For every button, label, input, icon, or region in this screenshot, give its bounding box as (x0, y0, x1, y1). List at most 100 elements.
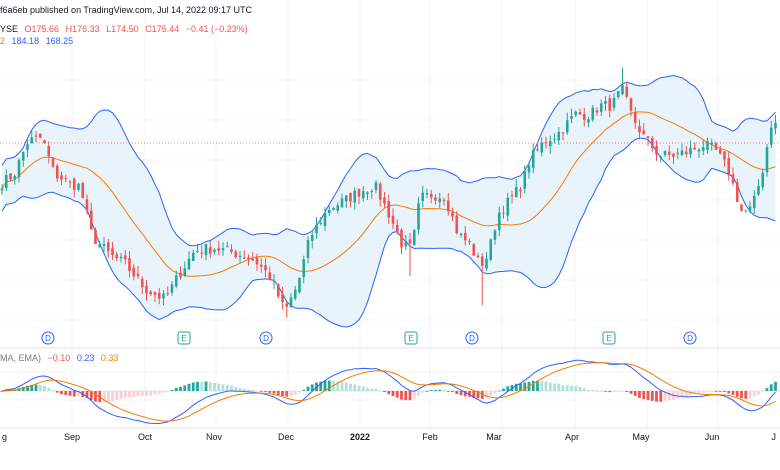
candle (442, 197, 446, 206)
earnings-event-icon[interactable]: E (602, 331, 616, 345)
dividend-event-icon[interactable]: D (465, 331, 479, 345)
macd-hist-bar (625, 391, 629, 393)
dividend-event-icon[interactable]: D (259, 331, 273, 345)
candle-body (268, 272, 272, 280)
candle-body (0, 188, 4, 191)
candle-body (153, 292, 157, 295)
candle-body (349, 192, 352, 202)
candle-body (26, 144, 29, 151)
candle (60, 171, 63, 185)
candle (578, 108, 582, 115)
candle (659, 155, 663, 163)
candle-body (718, 148, 722, 154)
candle (608, 94, 612, 118)
candle-body (238, 255, 242, 257)
candle (77, 182, 80, 192)
candle-body (574, 111, 578, 116)
exchange-label: YSE (0, 24, 19, 34)
candle (480, 253, 484, 306)
candle-body (327, 209, 331, 214)
candle (655, 140, 658, 161)
candle (200, 245, 204, 259)
candle (701, 139, 705, 156)
candle (51, 157, 55, 169)
candle (740, 203, 743, 212)
macd-hist-bar (731, 391, 735, 395)
candle-body (667, 151, 671, 155)
candle (9, 173, 12, 182)
candle-body (765, 147, 769, 173)
macd-hist-bar (412, 391, 416, 399)
candle (166, 286, 170, 296)
candle-body (64, 177, 68, 179)
signal-line (1, 362, 776, 422)
candle-body (451, 212, 454, 217)
macd-hist-bar (701, 391, 705, 393)
macd-hist-bar (553, 383, 556, 391)
candle-body (293, 289, 297, 299)
macd-hist-bar (472, 391, 476, 398)
candle-body (374, 182, 378, 190)
bb-basis-value: 2 (0, 36, 6, 46)
candle-body (425, 193, 429, 195)
event-marker-label: E (408, 334, 413, 343)
candle-body (332, 208, 335, 210)
macd-hist-bar (565, 385, 569, 391)
earnings-event-icon[interactable]: E (177, 331, 191, 345)
bollinger-legend: 2 184.18 168.25 (0, 36, 77, 47)
candle-body (378, 183, 382, 200)
candle-body (774, 122, 777, 129)
candle-body (230, 249, 233, 253)
candle (85, 194, 89, 215)
candle-body (595, 110, 599, 113)
candle (714, 141, 718, 151)
candle-body (60, 175, 63, 180)
macd-hist-bar (94, 391, 97, 402)
candle-body (404, 241, 408, 247)
candle-body (429, 193, 433, 198)
candle-body (289, 297, 293, 308)
macd-hist-bar (502, 388, 505, 391)
candle (21, 151, 25, 167)
event-marker-shape (465, 331, 479, 345)
macd-hist-bar (174, 388, 178, 391)
candle-body (98, 244, 102, 248)
candle-body (157, 292, 161, 299)
dividend-event-icon[interactable]: D (683, 331, 697, 345)
macd-hist-bar (298, 391, 301, 393)
macd-hist-bar (204, 381, 208, 391)
candle (170, 281, 174, 296)
candle (191, 249, 195, 262)
macd-hist-bar (179, 386, 182, 391)
time-axis[interactable]: g Sep Oct Nov Dec 2022 Feb Mar Apr May Jun J (2, 432, 776, 442)
candle (527, 161, 531, 179)
candle (251, 252, 255, 262)
macd-hist-bar (306, 386, 310, 391)
macd-hist-bar (608, 391, 612, 393)
macd-hist-bar (429, 390, 433, 391)
macd-hist-bar (489, 391, 493, 396)
candle (425, 188, 429, 199)
macd-hist-bar (417, 391, 420, 396)
macd-hist-bar (463, 391, 467, 397)
candle-body (213, 249, 216, 253)
earnings-event-icon[interactable]: E (404, 331, 418, 345)
candle (187, 251, 191, 270)
macd-hist-bar (221, 384, 225, 391)
candle (638, 119, 641, 140)
macd-hist-bar (162, 391, 165, 393)
candle-body (480, 256, 484, 266)
macd-hist-bar (468, 391, 471, 397)
event-marker-label: D (469, 334, 475, 343)
dividend-event-icon[interactable]: D (41, 331, 55, 345)
time-axis-label: Apr (565, 432, 579, 442)
candle-body (251, 258, 255, 261)
event-marker-shape (41, 331, 55, 345)
macd-hist-bar (714, 391, 718, 392)
candle-body (752, 195, 756, 209)
macd-hist-bar (191, 382, 195, 391)
candle-body (604, 101, 607, 104)
macd-hist-bar (128, 391, 131, 398)
